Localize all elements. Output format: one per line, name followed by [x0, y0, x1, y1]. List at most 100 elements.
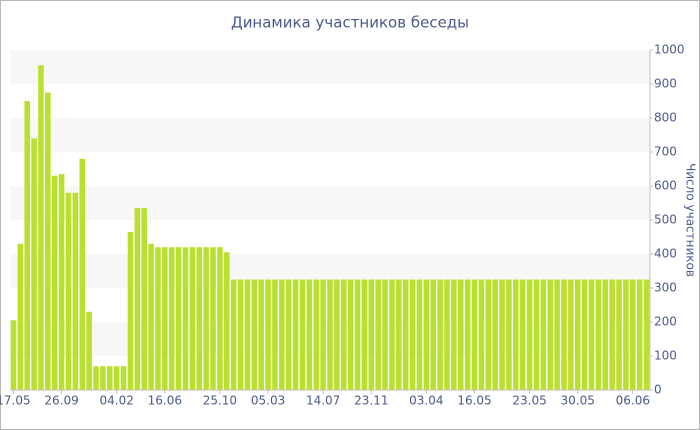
- bar: [458, 279, 464, 390]
- bar: [65, 192, 72, 390]
- x-tick-label: 14.07: [306, 394, 340, 408]
- bar: [478, 279, 485, 390]
- bar: [430, 279, 436, 390]
- bar: [230, 279, 237, 390]
- x-tick-label: 23.11: [354, 394, 388, 408]
- x-tick-label: 23.05: [512, 394, 546, 408]
- bar: [100, 366, 106, 390]
- y-tick-label: 500: [654, 213, 677, 227]
- bar: [574, 279, 581, 390]
- x-tick-label: 26.09: [44, 394, 78, 408]
- bar: [643, 279, 650, 390]
- grid-band: [10, 186, 650, 220]
- bar: [526, 279, 533, 390]
- bar: [31, 138, 37, 390]
- x-tick-label: 25.10: [203, 394, 237, 408]
- x-tick-label: 30.05: [561, 394, 595, 408]
- bar: [409, 279, 416, 390]
- bar: [148, 243, 154, 390]
- bar: [382, 279, 388, 390]
- bar: [581, 279, 588, 390]
- bar: [182, 247, 189, 390]
- bar: [540, 279, 547, 390]
- bar: [155, 247, 161, 390]
- y-tick-label: 200: [654, 315, 677, 329]
- bar: [361, 279, 368, 390]
- bar: [72, 192, 79, 390]
- y-tick-label: 900: [654, 77, 677, 91]
- bar: [327, 279, 333, 390]
- grid-band: [10, 118, 650, 152]
- bar: [299, 279, 306, 390]
- bar: [196, 247, 202, 390]
- bar: [347, 279, 354, 390]
- bar: [616, 279, 622, 390]
- bar: [217, 247, 223, 390]
- bar: [451, 279, 457, 390]
- bar: [396, 279, 402, 390]
- bar: [127, 231, 134, 390]
- bar: [113, 366, 120, 390]
- y-tick-label: 800: [654, 111, 677, 125]
- y-tick-label: 100: [654, 349, 677, 363]
- bar: [292, 279, 299, 390]
- bar: [513, 279, 519, 390]
- bar: [595, 279, 602, 390]
- bar: [251, 279, 258, 390]
- y-tick-label: 1000: [654, 43, 685, 57]
- bar: [506, 279, 512, 390]
- bar: [107, 366, 113, 390]
- y-tick-label: 600: [654, 179, 677, 193]
- y-tick-label: 400: [654, 247, 677, 261]
- bar: [17, 243, 24, 390]
- bar: [279, 279, 285, 390]
- bar: [444, 279, 450, 390]
- bar: [203, 247, 209, 390]
- bar: [602, 279, 609, 390]
- x-tick-label: 17.05: [0, 394, 31, 408]
- bar: [210, 247, 216, 390]
- bar: [306, 279, 313, 390]
- bar: [162, 247, 168, 390]
- bar: [334, 279, 340, 390]
- bar: [120, 366, 127, 390]
- x-tick-label: 04.02: [99, 394, 133, 408]
- bar: [244, 279, 251, 390]
- grid-band: [10, 50, 650, 84]
- bar: [86, 311, 92, 390]
- bar: [168, 247, 175, 390]
- bar: [258, 279, 264, 390]
- bar: [320, 279, 326, 390]
- bar: [10, 320, 17, 390]
- bar: [285, 279, 292, 390]
- bar: [561, 279, 567, 390]
- bar: [175, 247, 182, 390]
- bar: [609, 279, 615, 390]
- bar: [313, 279, 319, 390]
- x-tick-label: 06.06: [616, 394, 650, 408]
- bar: [554, 279, 560, 390]
- bar: [533, 279, 540, 390]
- bar: [24, 101, 30, 390]
- bar: [354, 279, 361, 390]
- bar: [492, 279, 498, 390]
- bar: [134, 208, 141, 390]
- bar: [224, 252, 230, 390]
- bar: [402, 279, 409, 390]
- chart-title: Динамика участников беседы: [231, 14, 469, 32]
- bar: [368, 279, 375, 390]
- bar: [636, 279, 643, 390]
- bar: [341, 279, 347, 390]
- x-tick-label: 03.04: [409, 394, 443, 408]
- bar: [375, 279, 381, 390]
- bar: [93, 366, 99, 390]
- bar: [389, 279, 395, 390]
- y-tick-label: 700: [654, 145, 677, 159]
- x-tick-label: 16.06: [148, 394, 182, 408]
- bar: [189, 247, 196, 390]
- bar: [38, 65, 44, 391]
- bar: [464, 279, 471, 390]
- bar: [485, 279, 492, 390]
- bar: [141, 208, 147, 390]
